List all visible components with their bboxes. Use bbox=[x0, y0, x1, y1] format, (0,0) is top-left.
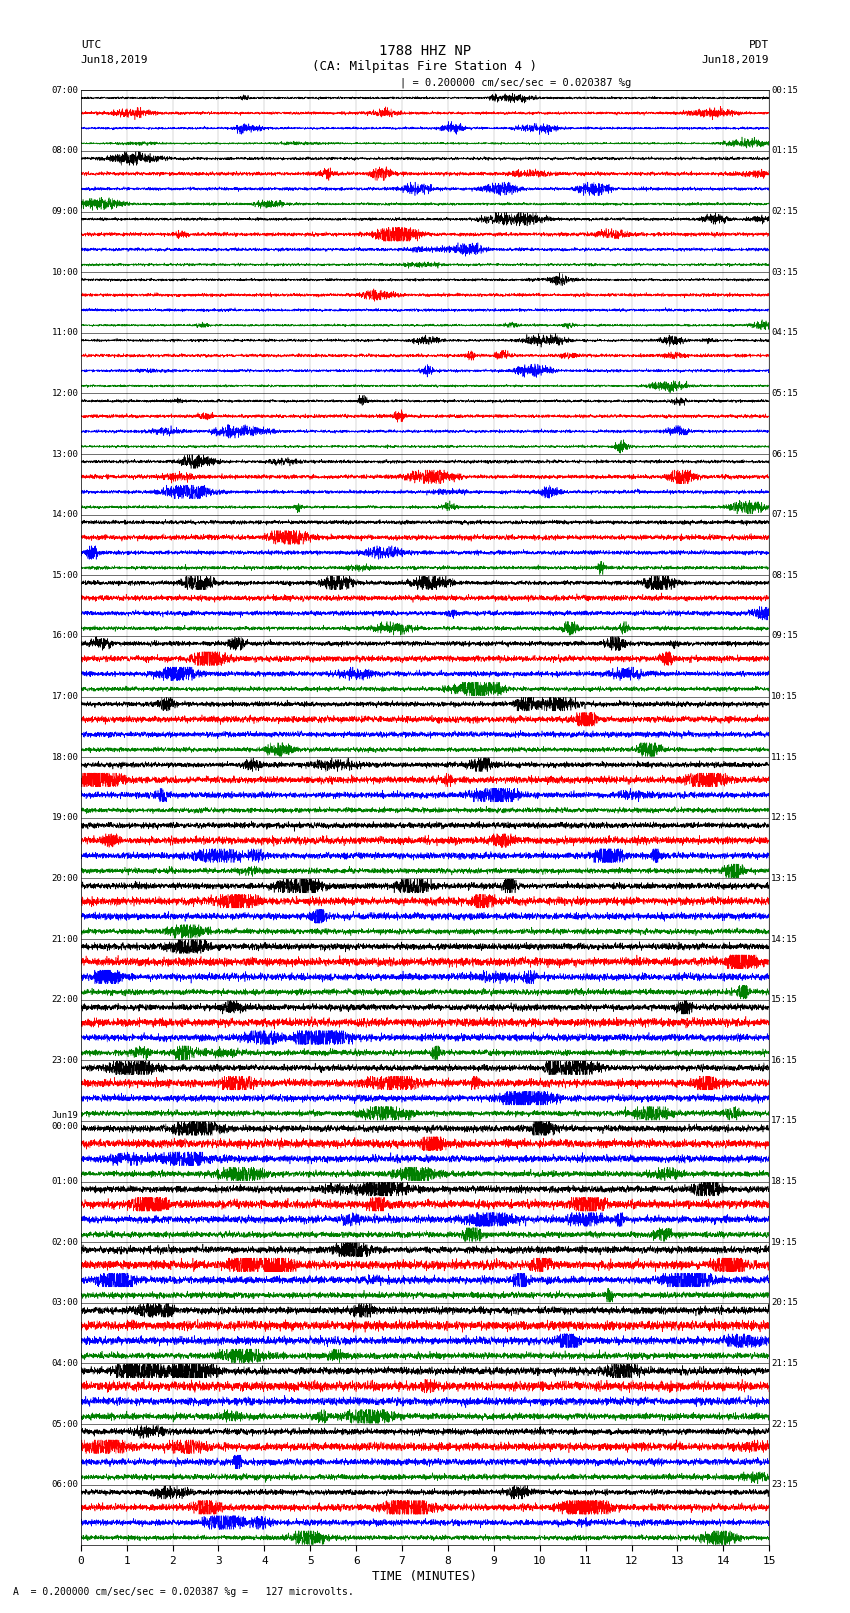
Text: Jun18,2019: Jun18,2019 bbox=[702, 55, 769, 65]
Text: UTC: UTC bbox=[81, 40, 101, 50]
Text: 23:00: 23:00 bbox=[52, 1057, 79, 1065]
Text: 04:15: 04:15 bbox=[771, 329, 798, 337]
Text: 10:15: 10:15 bbox=[771, 692, 798, 702]
Text: 16:00: 16:00 bbox=[52, 631, 79, 640]
Text: 20:00: 20:00 bbox=[52, 874, 79, 882]
Text: A  = 0.200000 cm/sec/sec = 0.020387 %g =   127 microvolts.: A = 0.200000 cm/sec/sec = 0.020387 %g = … bbox=[13, 1587, 354, 1597]
Text: 21:15: 21:15 bbox=[771, 1358, 798, 1368]
Text: 23:15: 23:15 bbox=[771, 1481, 798, 1489]
Text: 12:00: 12:00 bbox=[52, 389, 79, 398]
Text: 18:00: 18:00 bbox=[52, 753, 79, 761]
Text: 17:00: 17:00 bbox=[52, 692, 79, 702]
Text: 03:15: 03:15 bbox=[771, 268, 798, 277]
Text: 18:15: 18:15 bbox=[771, 1177, 798, 1186]
Text: 11:15: 11:15 bbox=[771, 753, 798, 761]
Text: 12:15: 12:15 bbox=[771, 813, 798, 823]
Text: PDT: PDT bbox=[749, 40, 769, 50]
X-axis label: TIME (MINUTES): TIME (MINUTES) bbox=[372, 1569, 478, 1582]
Text: Jun19
00:00: Jun19 00:00 bbox=[52, 1111, 79, 1131]
Text: 07:00: 07:00 bbox=[52, 85, 79, 95]
Text: 09:00: 09:00 bbox=[52, 206, 79, 216]
Text: 19:00: 19:00 bbox=[52, 813, 79, 823]
Text: 13:15: 13:15 bbox=[771, 874, 798, 882]
Text: 08:15: 08:15 bbox=[771, 571, 798, 579]
Text: 00:15: 00:15 bbox=[771, 85, 798, 95]
Text: 03:00: 03:00 bbox=[52, 1298, 79, 1307]
Text: 05:15: 05:15 bbox=[771, 389, 798, 398]
Text: 17:15: 17:15 bbox=[771, 1116, 798, 1126]
Text: 14:15: 14:15 bbox=[771, 934, 798, 944]
Text: 11:00: 11:00 bbox=[52, 329, 79, 337]
Text: 08:00: 08:00 bbox=[52, 147, 79, 155]
Text: (CA: Milpitas Fire Station 4 ): (CA: Milpitas Fire Station 4 ) bbox=[313, 60, 537, 73]
Text: 07:15: 07:15 bbox=[771, 510, 798, 519]
Text: 13:00: 13:00 bbox=[52, 450, 79, 458]
Text: 21:00: 21:00 bbox=[52, 934, 79, 944]
Text: 02:15: 02:15 bbox=[771, 206, 798, 216]
Text: 01:00: 01:00 bbox=[52, 1177, 79, 1186]
Text: 06:00: 06:00 bbox=[52, 1481, 79, 1489]
Text: 22:00: 22:00 bbox=[52, 995, 79, 1005]
Text: 16:15: 16:15 bbox=[771, 1057, 798, 1065]
Text: 15:00: 15:00 bbox=[52, 571, 79, 579]
Text: 05:00: 05:00 bbox=[52, 1419, 79, 1429]
Text: 14:00: 14:00 bbox=[52, 510, 79, 519]
Text: 22:15: 22:15 bbox=[771, 1419, 798, 1429]
Text: 01:15: 01:15 bbox=[771, 147, 798, 155]
Text: 10:00: 10:00 bbox=[52, 268, 79, 277]
Text: Jun18,2019: Jun18,2019 bbox=[81, 55, 148, 65]
Text: 1788 HHZ NP: 1788 HHZ NP bbox=[379, 44, 471, 58]
Text: 02:00: 02:00 bbox=[52, 1237, 79, 1247]
Text: 20:15: 20:15 bbox=[771, 1298, 798, 1307]
Text: 09:15: 09:15 bbox=[771, 631, 798, 640]
Text: 19:15: 19:15 bbox=[771, 1237, 798, 1247]
Text: | = 0.200000 cm/sec/sec = 0.020387 %g: | = 0.200000 cm/sec/sec = 0.020387 %g bbox=[400, 77, 631, 89]
Text: 15:15: 15:15 bbox=[771, 995, 798, 1005]
Text: 06:15: 06:15 bbox=[771, 450, 798, 458]
Text: 04:00: 04:00 bbox=[52, 1358, 79, 1368]
